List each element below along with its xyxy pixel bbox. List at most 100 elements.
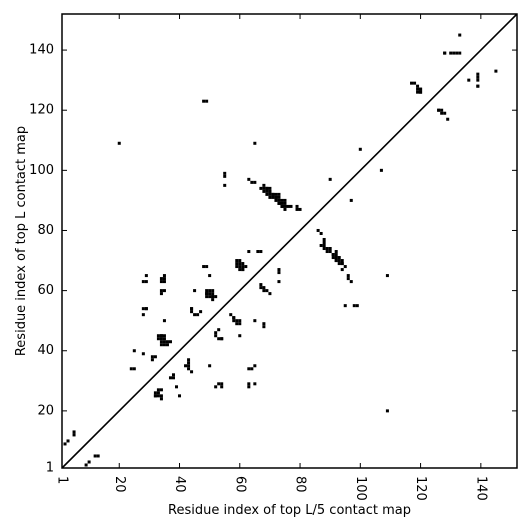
contact-point xyxy=(328,250,332,254)
contact-point xyxy=(241,265,245,269)
contact-point xyxy=(238,322,242,326)
data-points xyxy=(63,33,498,467)
contact-point xyxy=(159,277,163,281)
contact-point xyxy=(268,186,272,190)
contact-point xyxy=(328,247,332,251)
contact-point xyxy=(334,253,338,257)
contact-point xyxy=(331,253,335,257)
contact-point xyxy=(175,385,179,389)
contact-point xyxy=(331,256,335,260)
contact-point xyxy=(334,256,338,260)
contact-point xyxy=(211,292,215,296)
contact-point xyxy=(262,289,266,293)
contact-point xyxy=(265,192,269,196)
contact-point xyxy=(153,355,157,359)
contact-point xyxy=(238,319,242,323)
contact-point xyxy=(358,147,362,151)
contact-point xyxy=(205,292,209,296)
contact-point xyxy=(295,207,299,211)
contact-point xyxy=(247,382,251,386)
contact-point xyxy=(416,90,420,94)
contact-point xyxy=(262,189,266,193)
contact-point xyxy=(238,334,242,338)
contact-point xyxy=(156,394,160,398)
contact-point xyxy=(159,394,163,398)
contact-point xyxy=(193,313,197,317)
contact-point xyxy=(156,337,160,341)
contact-point xyxy=(322,237,326,241)
contact-point xyxy=(144,307,148,311)
contact-point xyxy=(352,304,356,308)
y-tick-label: 1 xyxy=(46,461,54,476)
contact-point xyxy=(349,198,353,202)
contact-point xyxy=(63,442,67,446)
contact-point xyxy=(280,204,284,208)
contact-point xyxy=(162,334,166,338)
x-tick-label: 80 xyxy=(293,476,308,493)
contact-point xyxy=(262,286,266,290)
contact-point xyxy=(340,259,344,263)
contact-point xyxy=(208,292,212,296)
contact-point xyxy=(165,343,169,347)
contact-point xyxy=(443,51,447,55)
contact-point xyxy=(277,195,281,199)
contact-point xyxy=(346,277,350,281)
y-tick-label: 140 xyxy=(29,43,54,58)
contact-point xyxy=(253,364,257,368)
contact-point xyxy=(159,337,163,341)
contact-point xyxy=(277,268,281,272)
contact-point xyxy=(132,367,136,371)
contact-point xyxy=(410,81,414,85)
contact-point xyxy=(256,250,260,254)
contact-point xyxy=(322,241,326,245)
contact-point xyxy=(162,289,166,293)
contact-point xyxy=(419,87,423,91)
contact-point xyxy=(205,265,209,269)
contact-point xyxy=(208,289,212,293)
contact-point xyxy=(440,111,444,115)
contact-point xyxy=(334,250,338,254)
contact-point xyxy=(316,228,320,232)
contact-point xyxy=(262,322,266,326)
contact-point xyxy=(413,81,417,85)
contact-point xyxy=(162,340,166,344)
plot-frame xyxy=(61,13,518,469)
contact-point xyxy=(141,307,145,311)
contact-point xyxy=(334,259,338,263)
contact-point xyxy=(208,364,212,368)
contact-point xyxy=(66,439,70,443)
contact-point xyxy=(205,99,209,103)
contact-point xyxy=(220,385,224,389)
y-axis-label: Residue index of top L contact map xyxy=(14,126,29,356)
contact-point xyxy=(190,310,194,314)
contact-point xyxy=(437,108,441,112)
contact-point xyxy=(162,277,166,281)
contact-point xyxy=(346,274,350,278)
contact-point xyxy=(253,180,257,184)
contact-point xyxy=(187,364,191,368)
contact-point xyxy=(458,51,462,55)
contact-point xyxy=(280,201,284,205)
contact-point xyxy=(476,72,480,76)
contact-point xyxy=(235,262,239,266)
contact-point xyxy=(283,204,287,208)
contact-point xyxy=(165,340,169,344)
contact-point xyxy=(72,433,76,437)
contact-point xyxy=(162,274,166,278)
contact-point xyxy=(328,177,332,181)
contact-point xyxy=(144,274,148,278)
y-tick-label: 120 xyxy=(29,103,54,118)
contact-point xyxy=(159,334,163,338)
contact-point xyxy=(162,343,166,347)
contact-point xyxy=(220,382,224,386)
contact-point xyxy=(247,385,251,389)
contact-point xyxy=(271,192,275,196)
contact-point xyxy=(187,361,191,365)
contact-point xyxy=(214,385,218,389)
contact-point xyxy=(159,388,163,392)
contact-point xyxy=(117,141,121,145)
contact-point xyxy=(262,186,266,190)
contact-point xyxy=(84,463,88,467)
contact-point xyxy=(211,295,215,299)
contact-point xyxy=(494,69,498,73)
